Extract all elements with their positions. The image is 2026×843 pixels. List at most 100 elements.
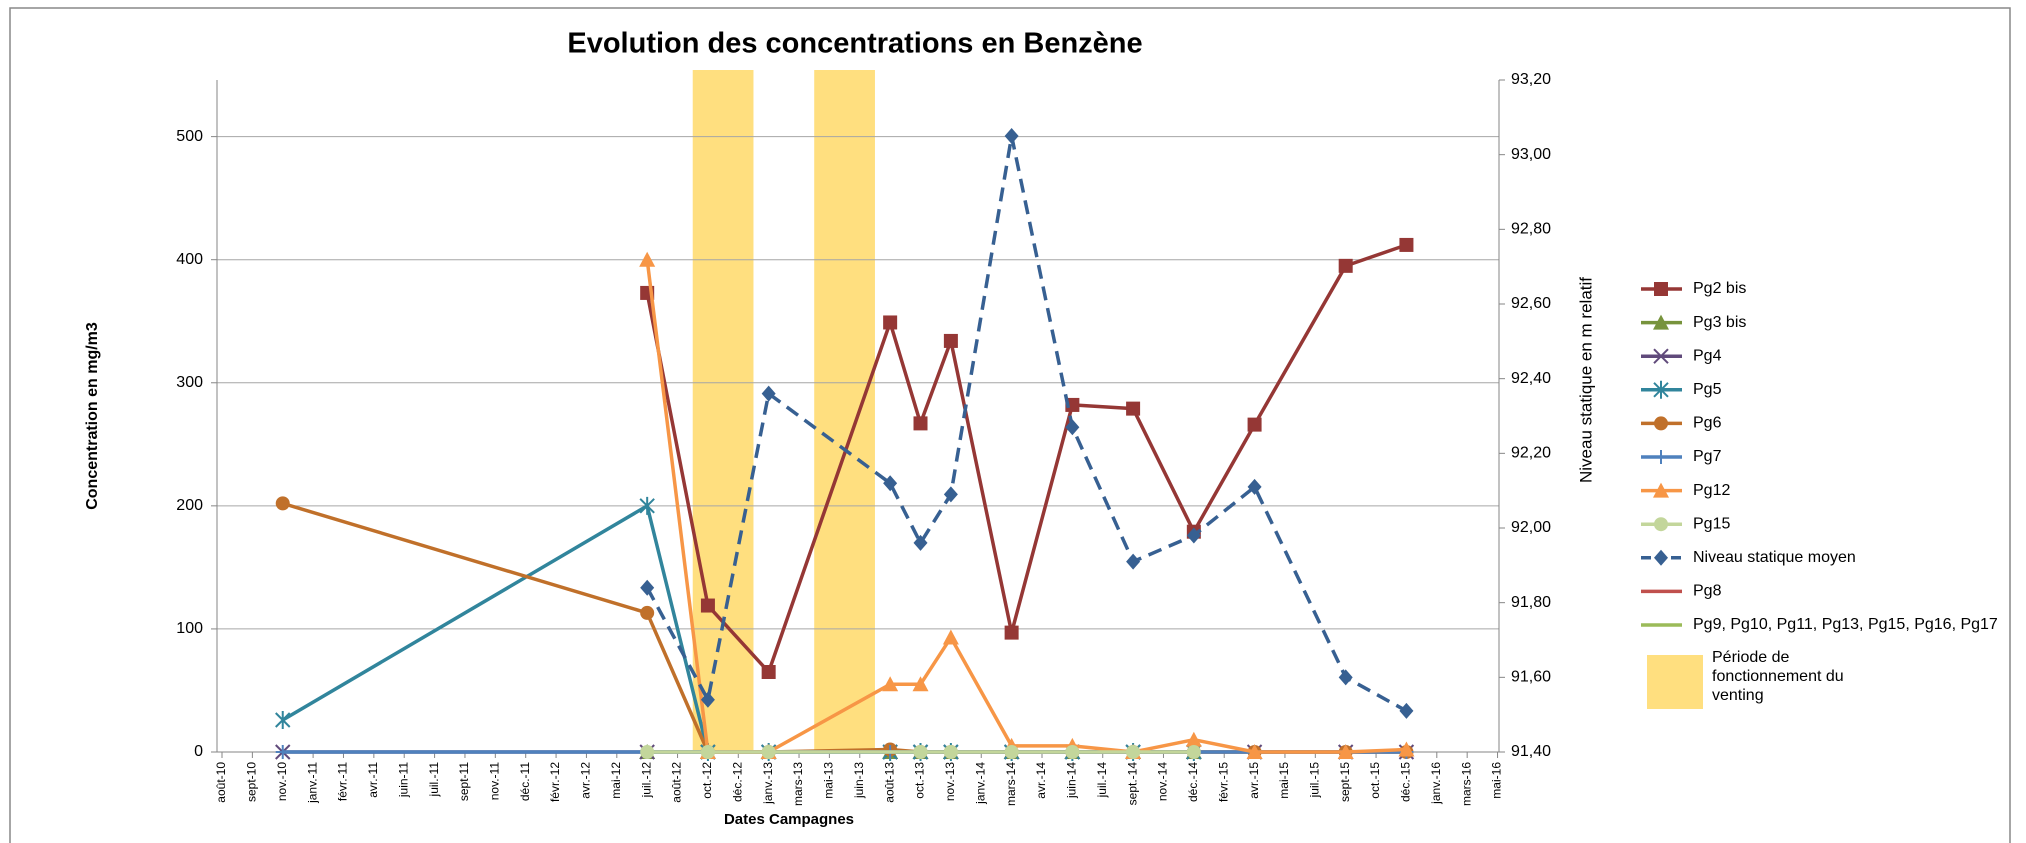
legend-marker bbox=[1653, 314, 1669, 330]
legend-marker bbox=[1654, 450, 1668, 464]
y-tick-label: 200 bbox=[176, 497, 203, 514]
x-tick-label: oct.-13 bbox=[913, 762, 927, 799]
data-point bbox=[882, 676, 899, 692]
x-tick-label: août-12 bbox=[670, 762, 684, 803]
legend-item: Pg12 bbox=[1641, 482, 1730, 499]
legend-marker bbox=[1654, 549, 1668, 566]
y2-axis-title: Niveau statique en m relatif bbox=[1576, 277, 1595, 483]
data-point bbox=[1186, 745, 1201, 759]
y-axis-title: Concentration en mg/m3 bbox=[84, 322, 101, 510]
data-point bbox=[1185, 731, 1202, 747]
y2-tick-label: 93,00 bbox=[1511, 146, 1551, 163]
legend-label: Pg8 bbox=[1693, 583, 1722, 600]
x-tick-label: août-10 bbox=[214, 762, 228, 803]
legend-item: Pg5 bbox=[1641, 380, 1722, 399]
data-point bbox=[1065, 397, 1080, 412]
legend-marker bbox=[1653, 482, 1669, 498]
x-tick-label: avr.-11 bbox=[366, 762, 380, 798]
legend-item: Pg8 bbox=[1641, 583, 1722, 600]
x-axis-title: Dates Campagnes bbox=[724, 811, 854, 828]
x-tick-label: janv.-14 bbox=[973, 762, 987, 805]
y2-tick-label: 92,80 bbox=[1511, 221, 1551, 238]
data-point bbox=[639, 496, 655, 515]
x-tick-label: déc.-14 bbox=[1186, 762, 1200, 802]
legend-item: Pg15 bbox=[1641, 515, 1730, 532]
data-point bbox=[1246, 744, 1263, 759]
x-tick-label: oct.-12 bbox=[700, 762, 714, 799]
legend-marker bbox=[1653, 380, 1669, 399]
legend-label: Pg6 bbox=[1693, 415, 1722, 432]
data-point bbox=[1126, 401, 1141, 416]
data-point bbox=[1399, 237, 1414, 252]
legend-marker bbox=[1654, 517, 1668, 532]
legend-label: Niveau statique moyen bbox=[1693, 549, 1856, 566]
data-point bbox=[943, 333, 958, 348]
data-point bbox=[1247, 417, 1262, 432]
data-point bbox=[761, 745, 776, 759]
x-tick-label: juil.-12 bbox=[639, 762, 653, 799]
x-tick-label: juil.-11 bbox=[427, 762, 441, 798]
x-tick-label: sept-11 bbox=[457, 762, 471, 801]
data-point bbox=[1337, 744, 1354, 759]
data-point bbox=[1126, 553, 1141, 570]
legend-venting: Période de fonctionnement du venting bbox=[1712, 649, 1844, 704]
y2-tick-label: 92,40 bbox=[1511, 370, 1551, 387]
legend-marker bbox=[1654, 416, 1668, 431]
data-point bbox=[1004, 745, 1019, 759]
x-tick-label: janv.-11 bbox=[305, 762, 319, 804]
data-point bbox=[913, 745, 928, 759]
x-tick-label: mai-13 bbox=[822, 762, 836, 799]
x-tick-label: avr.-15 bbox=[1247, 762, 1261, 799]
data-point bbox=[761, 665, 776, 679]
data-point bbox=[1398, 741, 1415, 757]
legend-label: Pg4 bbox=[1693, 347, 1722, 364]
x-tick-label: déc.-12 bbox=[730, 762, 744, 802]
y2-tick-label: 93,20 bbox=[1511, 71, 1551, 88]
x-tick-label: mai-16 bbox=[1490, 762, 1504, 799]
data-point bbox=[275, 745, 290, 759]
data-point bbox=[640, 579, 655, 596]
legend-marker bbox=[1654, 282, 1668, 296]
venting-band bbox=[814, 70, 875, 752]
data-point bbox=[1338, 258, 1353, 273]
x-tick-label: déc.-15 bbox=[1399, 762, 1413, 802]
data-point bbox=[913, 534, 928, 551]
chart-title: Evolution des concentrations en Benzène bbox=[567, 28, 1142, 60]
legend-venting-swatch bbox=[1647, 655, 1703, 709]
legend-label: Pg5 bbox=[1693, 381, 1722, 398]
y-tick-label: 400 bbox=[176, 251, 203, 268]
y2-tick-label: 91,40 bbox=[1511, 743, 1551, 760]
x-tick-label: déc.-11 bbox=[518, 762, 532, 801]
x-tick-label: févr.-11 bbox=[336, 762, 350, 801]
data-point bbox=[913, 416, 928, 431]
y2-tick-label: 92,20 bbox=[1511, 445, 1551, 462]
legend-label: Pg12 bbox=[1693, 482, 1730, 499]
x-tick-label: juin-11 bbox=[396, 762, 410, 798]
x-tick-label: avr.-14 bbox=[1034, 762, 1048, 799]
y2-tick-label: 91,60 bbox=[1511, 669, 1551, 686]
data-point bbox=[1399, 702, 1414, 719]
data-point bbox=[942, 629, 959, 645]
data-point bbox=[1186, 527, 1201, 544]
x-tick-label: janv.-16 bbox=[1429, 762, 1443, 805]
x-tick-label: mars-13 bbox=[791, 762, 805, 806]
x-tick-label: sept.-14 bbox=[1125, 762, 1139, 806]
x-tick-label: mars-16 bbox=[1459, 762, 1473, 806]
data-point bbox=[700, 691, 715, 708]
x-tick-label: nov.-13 bbox=[943, 762, 957, 801]
legend-venting-label: Période de fonctionnement du venting bbox=[1712, 649, 1844, 704]
data-point bbox=[1126, 745, 1141, 759]
data-point bbox=[761, 385, 776, 402]
x-tick-label: juil.-14 bbox=[1095, 762, 1109, 799]
legend-item: Pg3 bis bbox=[1641, 314, 1746, 331]
legend-label: Pg9, Pg10, Pg11, Pg13, Pg15, Pg16, Pg17 bbox=[1693, 616, 1998, 633]
legend-item: Pg4 bbox=[1641, 347, 1722, 364]
x-tick-label: févr.-12 bbox=[548, 762, 562, 802]
legend-item: Pg6 bbox=[1641, 415, 1722, 432]
y-tick-label: 300 bbox=[176, 374, 203, 391]
legend-label: Pg2 bis bbox=[1693, 280, 1746, 297]
data-point bbox=[1004, 625, 1019, 640]
x-tick-label: nov.-10 bbox=[275, 762, 289, 801]
data-point bbox=[1338, 669, 1353, 686]
